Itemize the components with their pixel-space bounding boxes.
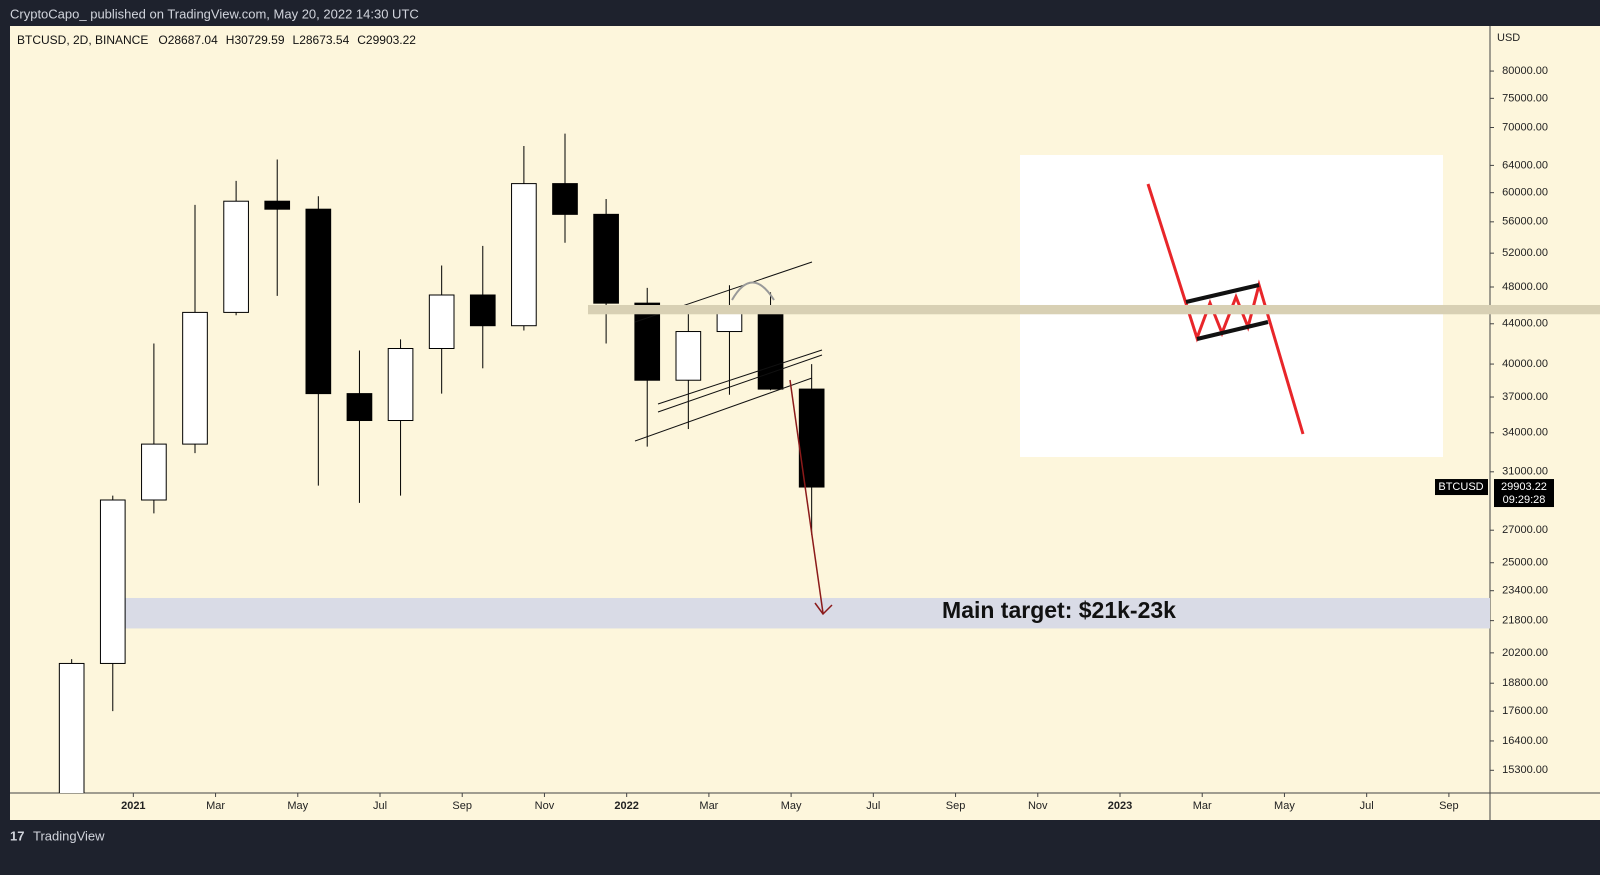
- y-tick-label: 18800.00: [1502, 677, 1548, 689]
- resistance-zone: [588, 304, 1600, 315]
- x-tick-label: May: [1274, 800, 1295, 812]
- x-tick-label: 2023: [1108, 800, 1132, 812]
- candle-body: [634, 302, 661, 381]
- x-tick-label: Jul: [1360, 800, 1374, 812]
- ohlc-key: L: [293, 33, 300, 47]
- candle-body: [58, 662, 85, 793]
- candle-body: [552, 183, 578, 215]
- x-tick-label: Mar: [206, 800, 225, 812]
- ohlc-key: C: [357, 33, 366, 47]
- y-tick-label: 15300.00: [1502, 764, 1548, 776]
- y-tick-label: 48000.00: [1502, 281, 1548, 293]
- candle-body: [593, 213, 619, 304]
- arrow: [789, 379, 824, 614]
- y-tick-label: 37000.00: [1502, 391, 1548, 403]
- candle-body: [511, 183, 537, 327]
- y-tick-label: 70000.00: [1502, 121, 1548, 133]
- publisher: CryptoCapo_ published on TradingView.com…: [10, 6, 419, 21]
- ohlc-key: O: [158, 33, 167, 47]
- y-tick-label: 23400.00: [1502, 585, 1548, 597]
- flag-edge: [1196, 320, 1269, 341]
- x-tick-label: May: [781, 800, 802, 812]
- candle-body: [387, 348, 414, 422]
- x-tick-label: May: [287, 800, 308, 812]
- symbol-tag-text: BTCUSD: [1438, 481, 1483, 493]
- candle-body: [264, 200, 291, 210]
- logo: 17: [10, 828, 24, 843]
- candle-body: [305, 208, 332, 395]
- y-tick-label: 17600.00: [1502, 705, 1548, 717]
- ohlc-value: 29903.22: [366, 33, 416, 47]
- x-tick-label: Sep: [1439, 800, 1459, 812]
- x-tick-label: 2021: [121, 800, 145, 812]
- candle-body: [757, 309, 784, 390]
- price-axis-bg: [1490, 26, 1600, 793]
- y-tick-label: 64000.00: [1502, 159, 1548, 171]
- y-tick-label: 80000.00: [1502, 65, 1548, 77]
- y-tick-label: 27000.00: [1502, 524, 1548, 536]
- y-tick-label: 60000.00: [1502, 187, 1548, 199]
- arrow-head: [814, 602, 833, 616]
- flag-edge: [1185, 283, 1260, 304]
- candle-body: [428, 294, 455, 350]
- target-zone: [108, 597, 1490, 629]
- candle-body: [141, 443, 167, 501]
- flag-line: [1146, 183, 1305, 435]
- price-tag: [1494, 479, 1554, 508]
- x-tick-label: Jul: [373, 800, 387, 812]
- drawings: [634, 261, 833, 616]
- symbol-tag: [1435, 479, 1488, 496]
- x-tick-label: Sep: [452, 800, 472, 812]
- ohlc-value: 28673.54: [299, 33, 349, 47]
- ohlc-value: 28687.04: [168, 33, 218, 47]
- y-tick-label: 75000.00: [1502, 92, 1548, 104]
- x-tick-label: Nov: [1028, 800, 1048, 812]
- y-tick-label: 21800.00: [1502, 615, 1548, 627]
- candle-body: [99, 499, 126, 664]
- candle-body: [675, 331, 702, 381]
- y-tick-label: 25000.00: [1502, 557, 1548, 569]
- price-tag-text: 29903.22: [1501, 481, 1547, 493]
- currency: USD: [1497, 32, 1520, 44]
- y-tick-label: 34000.00: [1502, 427, 1548, 439]
- y-tick-label: 31000.00: [1502, 466, 1548, 478]
- channel-line: [657, 349, 823, 405]
- candle-body: [223, 200, 249, 313]
- y-tick-label: 56000.00: [1502, 216, 1548, 228]
- candle-body: [182, 311, 208, 445]
- annotation: Main target: $21k-23k: [942, 597, 1176, 623]
- symbol: BTCUSD, 2D, BINANCE: [17, 33, 148, 47]
- channel-line: [634, 377, 813, 442]
- candle-body: [469, 294, 496, 327]
- y-tick-label: 44000.00: [1502, 318, 1548, 330]
- y-tick-label: 20200.00: [1502, 647, 1548, 659]
- y-tick-label: 40000.00: [1502, 358, 1548, 370]
- plot: [58, 133, 1490, 793]
- arc: [731, 281, 775, 301]
- ohlc-key: H: [226, 33, 235, 47]
- x-tick-label: Nov: [535, 800, 555, 812]
- ohlc-value: 30729.59: [234, 33, 284, 47]
- time-axis-bg: [10, 793, 1600, 820]
- y-tick-label: 52000.00: [1502, 247, 1548, 259]
- brand: TradingView: [33, 828, 105, 843]
- x-tick-label: Mar: [1193, 800, 1212, 812]
- y-tick-label: 16400.00: [1502, 735, 1548, 747]
- x-tick-label: Jul: [866, 800, 880, 812]
- x-tick-label: 2022: [614, 800, 638, 812]
- channel-line: [657, 354, 823, 413]
- x-tick-label: Mar: [699, 800, 718, 812]
- countdown: 09:29:28: [1503, 494, 1546, 506]
- x-tick-label: Sep: [946, 800, 966, 812]
- candle-body: [346, 393, 373, 422]
